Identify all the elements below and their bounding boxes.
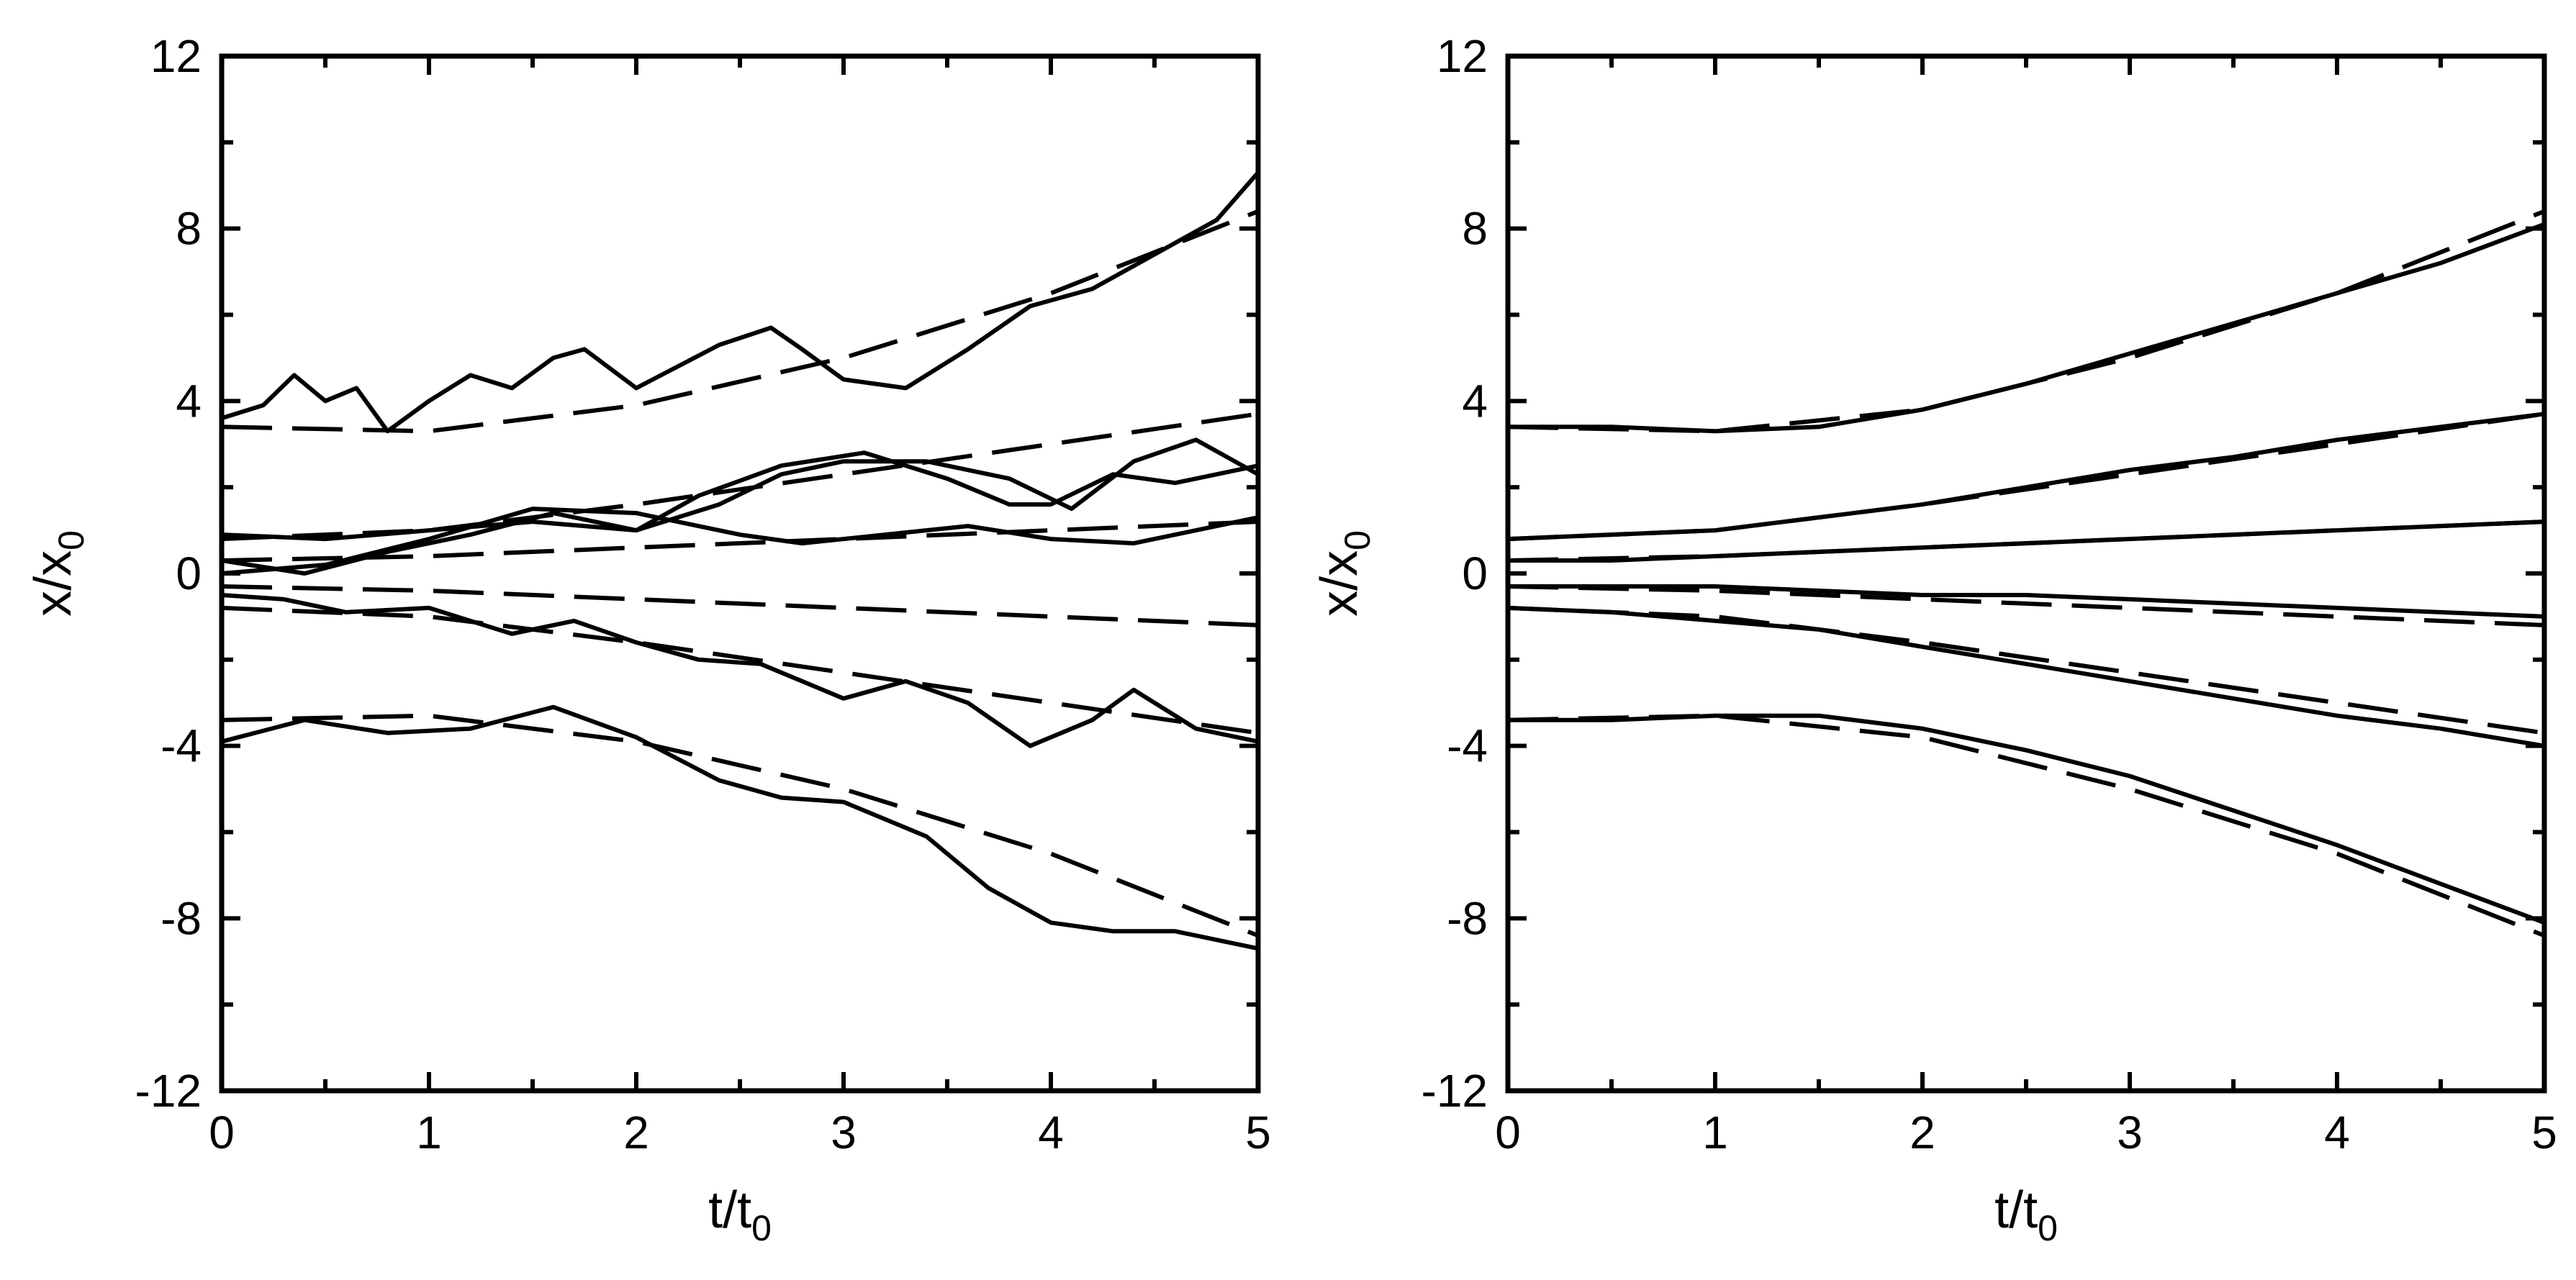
series-line-solid-3 (221, 507, 1259, 576)
plot-frame (219, 53, 1261, 1094)
x-axis-label: t/t0 (708, 1181, 772, 1248)
series-line-dashed-11 (1507, 713, 2546, 938)
series-line-solid-1 (1507, 412, 2545, 542)
x-tick-label: 4 (2324, 1107, 2350, 1158)
y-axis-label: x/x0 (1311, 530, 1378, 617)
series-line-dashed-7 (1507, 412, 2545, 542)
series-line-solid-2 (221, 437, 1260, 576)
series-line-dashed-9 (1507, 584, 2545, 627)
x-tick-label: 2 (1910, 1107, 1935, 1158)
y-tick-label: -8 (1447, 892, 1488, 944)
y-tick-label: -12 (135, 1065, 202, 1117)
series-line-dashed-6 (1507, 209, 2546, 434)
series-line-solid-5 (1508, 713, 2546, 925)
series-line-dashed-11 (221, 713, 1260, 938)
x-tick-label: 5 (1245, 1107, 1271, 1158)
series-line-dashed-10 (1507, 605, 2545, 735)
x-tick-label: 2 (623, 1107, 649, 1158)
y-tick-label: 4 (1462, 375, 1488, 427)
series-line-solid-0 (221, 171, 1260, 434)
x-tick-label: 0 (209, 1107, 235, 1158)
y-tick-label: 0 (176, 548, 202, 599)
x-tick-label: 1 (416, 1107, 442, 1158)
series-line-solid-5 (221, 704, 1259, 951)
y-tick-label: 8 (176, 203, 202, 255)
series-line-dashed-8 (221, 519, 1259, 563)
y-tick-label: 12 (150, 30, 202, 82)
y-tick-label: -4 (1447, 720, 1488, 772)
series-line-solid-4 (1507, 605, 2545, 748)
y-tick-label: -12 (1422, 1065, 1488, 1117)
y-tick-label: 0 (1462, 548, 1488, 599)
series-line-dashed-9 (221, 584, 1259, 627)
x-tick-label: 5 (2531, 1107, 2557, 1158)
x-tick-label: 3 (831, 1107, 857, 1158)
y-tick-label: -8 (161, 892, 202, 944)
y-tick-label: -4 (161, 720, 202, 772)
series-line-dashed-6 (221, 209, 1260, 434)
x-axis-label: t/t0 (1994, 1181, 2058, 1248)
x-tick-label: 3 (2117, 1107, 2143, 1158)
series-line-solid-3 (1508, 584, 2545, 619)
series-line-dashed-8 (1507, 519, 2545, 563)
x-tick-label: 4 (1038, 1107, 1064, 1158)
y-tick-label: 12 (1437, 30, 1488, 82)
x-tick-label: 1 (1702, 1107, 1728, 1158)
series-line-dashed-10 (221, 605, 1259, 735)
y-axis-label: x/x0 (24, 530, 91, 617)
y-tick-label: 8 (1462, 203, 1488, 255)
series-line-solid-0 (1508, 222, 2546, 434)
series-line-dashed-7 (221, 412, 1259, 542)
x-tick-label: 0 (1495, 1107, 1521, 1158)
plot-frame (1505, 53, 2547, 1094)
y-tick-label: 4 (176, 375, 202, 427)
